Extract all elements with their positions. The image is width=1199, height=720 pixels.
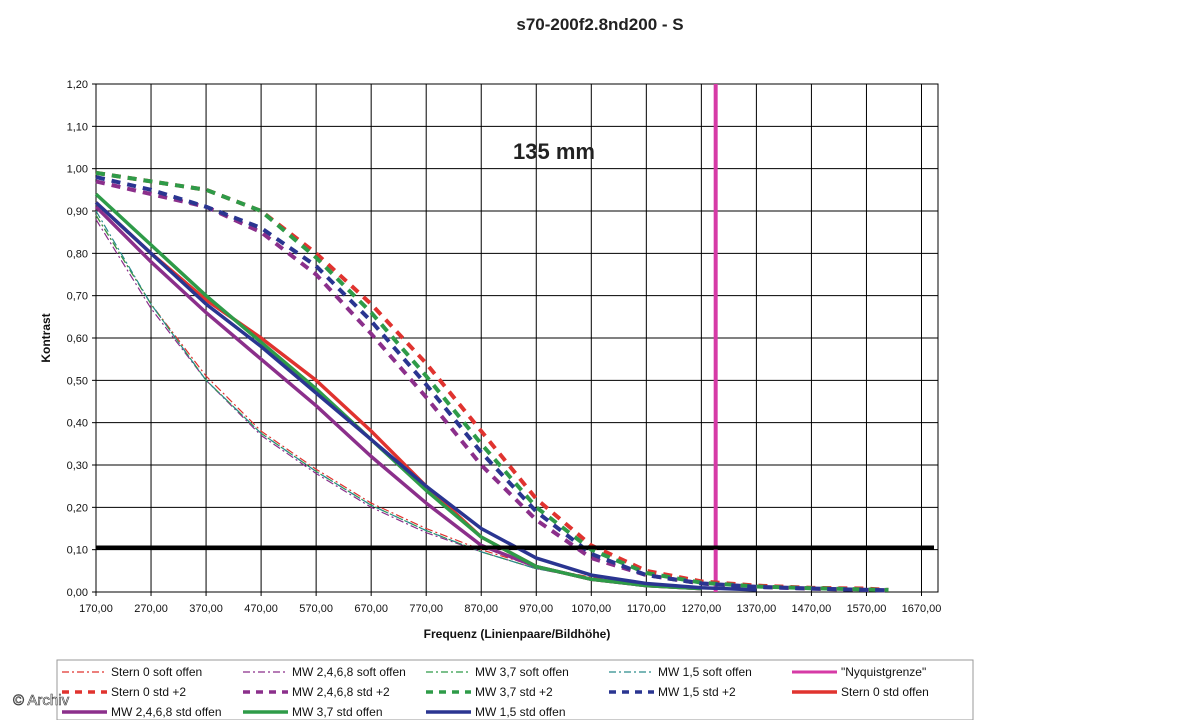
legend-label: MW 1,5 std +2 xyxy=(658,685,736,699)
x-tick-label: 1670,00 xyxy=(902,603,942,615)
legend-entries: Stern 0 soft offen MW 2,4,6,8 soft offen M… xyxy=(62,665,929,719)
x-tick-label: 270,00 xyxy=(134,603,168,615)
legend-label: "Nyquistgrenze" xyxy=(841,665,926,679)
focal-length-annotation: 135 mm xyxy=(513,139,595,164)
y-tick-label: 1,10 xyxy=(67,121,88,133)
x-tick-label: 170,00 xyxy=(79,603,113,615)
legend-label: MW 3,7 soft offen xyxy=(475,665,569,679)
y-tick-label: 1,00 xyxy=(67,164,88,176)
x-tick-label: 870,00 xyxy=(464,603,498,615)
y-tick-label: 0,30 xyxy=(67,460,88,472)
series-group xyxy=(94,84,889,593)
y-tick-label: 0,60 xyxy=(67,333,88,345)
legend-label: MW 2,4,6,8 std +2 xyxy=(292,685,390,699)
x-tick-label: 1570,00 xyxy=(847,603,887,615)
series-line-0 xyxy=(95,214,647,585)
x-axis-label: Frequenz (Linienpaare/Bildhöhe) xyxy=(424,627,611,641)
y-tick-label: 0,40 xyxy=(67,418,88,430)
x-tick-label: 1370,00 xyxy=(737,603,777,615)
legend-label: MW 1,5 soft offen xyxy=(658,665,752,679)
legend-label: Stern 0 std offen xyxy=(841,685,929,699)
y-tick-label: 0,80 xyxy=(67,248,88,260)
y-tick-label: 0,90 xyxy=(67,206,88,218)
x-tick-label: 570,00 xyxy=(299,603,333,615)
chart-title: s70-200f2.8nd200 - S xyxy=(516,15,683,34)
x-tick-label: 1070,00 xyxy=(571,603,611,615)
copyright-mark: © Archiv xyxy=(13,692,70,709)
x-tick-label: 1470,00 xyxy=(792,603,832,615)
legend xyxy=(56,659,974,720)
y-tick-label: 0,50 xyxy=(67,375,88,387)
legend-label: MW 3,7 std offen xyxy=(292,705,383,719)
series-line-8 xyxy=(95,175,889,593)
y-tick-label: 0,00 xyxy=(67,587,88,599)
series-line-2 xyxy=(95,214,647,585)
y-axis-label: Kontrast xyxy=(39,313,53,362)
x-tick-label: 670,00 xyxy=(354,603,388,615)
legend-label: Stern 0 soft offen xyxy=(111,665,202,679)
x-tick-label: 370,00 xyxy=(189,603,223,615)
x-tick-label: 770,00 xyxy=(409,603,443,615)
series-line-12 xyxy=(94,201,757,592)
x-tick-label: 1270,00 xyxy=(681,603,721,615)
y-tick-label: 0,70 xyxy=(67,291,88,303)
legend-label: MW 2,4,6,8 soft offen xyxy=(292,665,406,679)
x-axis-ticks: 170,00 270,00 370,00 470,00 570,00 670,00 770,… xyxy=(79,592,941,615)
x-tick-label: 470,00 xyxy=(244,603,278,615)
y-axis-ticks: 0,00 0,10 0,20 0,30 0,40 0,50 0,60 0,70 0,80 0,90… xyxy=(67,79,96,599)
series-line-7 xyxy=(95,170,889,592)
x-tick-label: 1170,00 xyxy=(627,603,666,615)
x-tick-label: 970,00 xyxy=(519,603,553,615)
legend-label: MW 2,4,6,8 std offen xyxy=(111,705,222,719)
y-tick-label: 0,20 xyxy=(67,502,88,514)
legend-label: MW 3,7 std +2 xyxy=(475,685,553,699)
y-tick-label: 0,10 xyxy=(67,545,88,557)
legend-label: Stern 0 std +2 xyxy=(111,685,186,699)
legend-label: MW 1,5 std offen xyxy=(475,705,566,719)
y-tick-label: 1,20 xyxy=(67,79,88,91)
